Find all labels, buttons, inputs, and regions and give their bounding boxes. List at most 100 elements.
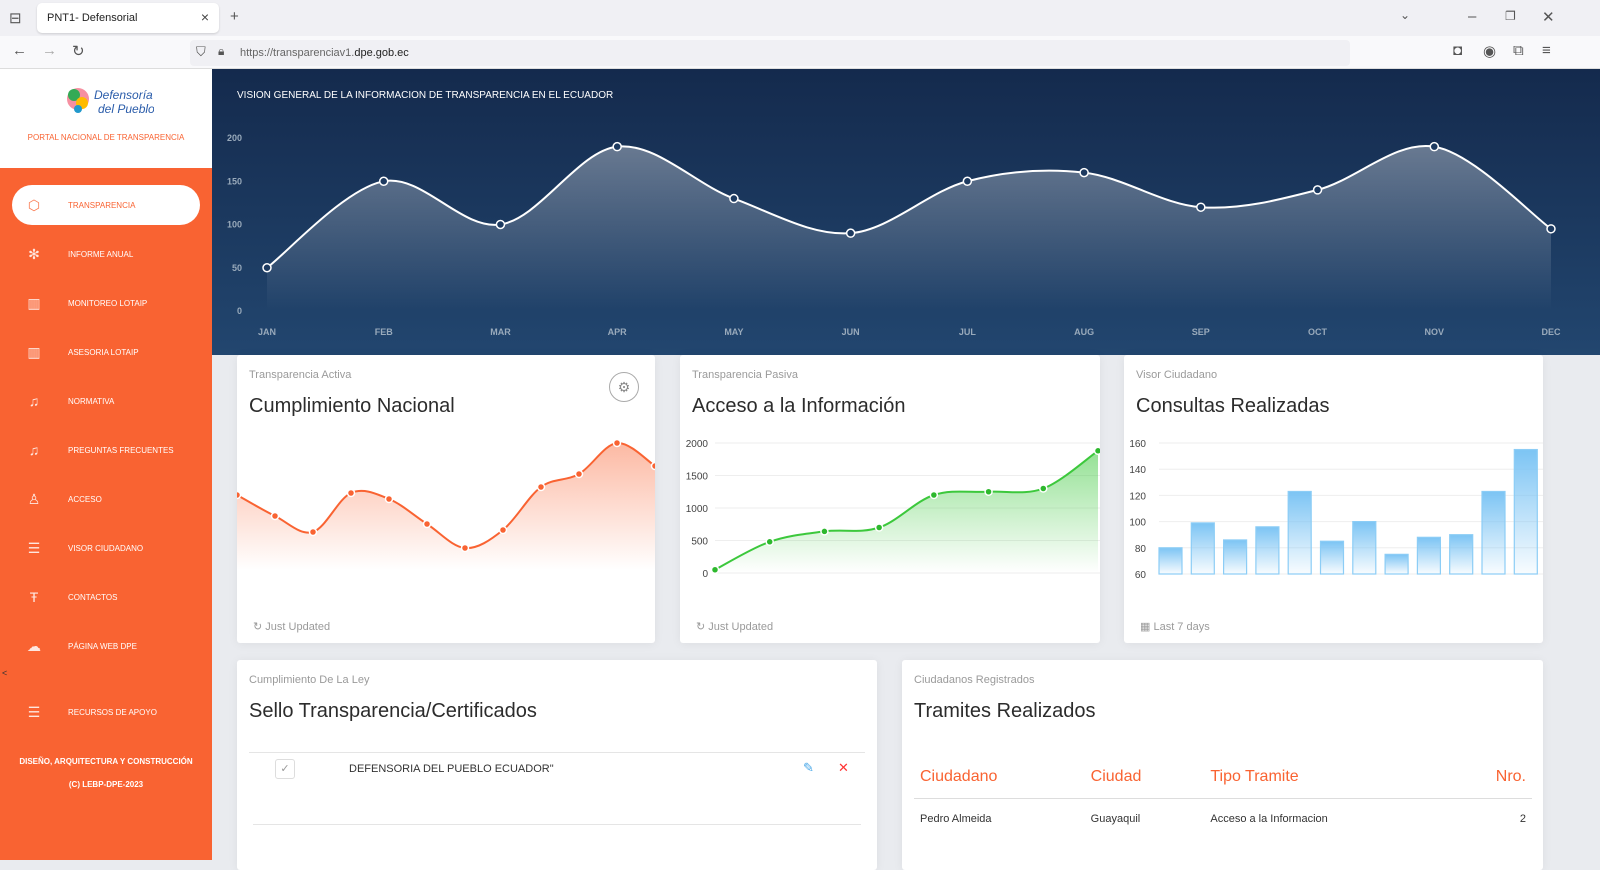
data-point [1079,167,1089,178]
y-tick-label: 60 [1135,570,1147,581]
x-tick-label: APR [608,327,628,337]
task-label: DEFENSORIA DEL PUEBLO ECUADOR" [349,763,554,775]
sidebar-item-visor-ciudadano[interactable]: ☰ VISOR CIUDADANO [12,528,200,568]
footer-copyright: (C) LEBP-DPE-2023 [68,780,144,789]
chevron-down-icon[interactable]: ⌄ [1400,8,1411,22]
sidebar-item-página-web-dpe[interactable]: ☁ PÁGINA WEB DPE [12,626,200,666]
tab-title: PNT1- Defensorial [47,12,138,24]
settings-gear-icon[interactable]: ⚙ [609,372,639,402]
y-tick-label: 120 [1129,491,1146,502]
card-consultas-realizadas: 60 80 100 120 140 160 Visor Ciudadano Consult… [1124,355,1543,643]
sidebar-item-asesoria-lotaip[interactable]: ▥ ASESORIA LOTAIP [12,332,200,372]
bar [1255,526,1280,575]
card-title: Consultas Realizadas [1136,395,1330,417]
user-icon: ♙ [27,490,41,507]
reload-icon[interactable]: ↻ [72,43,85,60]
forward-icon[interactable]: → [42,42,57,59]
svg-text:del Pueblo: del Pueblo [98,102,154,116]
back-icon[interactable]: ← [12,42,27,59]
data-point [384,494,394,504]
cloud-download-icon: ☁ [27,637,41,654]
sidebar-item-label: MONITOREO LOTAIP [68,298,148,308]
sidebar-item-label: TRANSPARENCIA [68,200,136,210]
sidebar-item-label: ACCESO [68,494,102,504]
shield-icon[interactable]: ⛉ [196,44,206,59]
lock-icon[interactable]: 🔒︎ [218,44,225,58]
edit-icon[interactable]: ✎ [803,760,814,775]
bar [1158,547,1183,575]
y-tick-label: 1000 [686,504,709,515]
sidebar-item-preguntas-frecuentes[interactable]: ♫ PREGUNTAS FRECUENTES [12,430,200,470]
close-tab-icon[interactable]: × [200,9,209,25]
url-bar[interactable]: ⛉ 🔒︎ https://transparenciav1.dpe.gob.ec [190,40,1350,66]
bar [1222,539,1248,575]
tab-list-icon[interactable]: ⊟ [9,10,22,27]
map-icon: ▥ [27,343,41,360]
card-cumplimiento-nacional: Transparencia Activa Cumplimiento Nacion… [237,355,655,643]
data-point [984,487,993,496]
column-header[interactable]: Nro. [1451,756,1532,799]
sidebar-item-acceso[interactable]: ♙ ACCESO [12,479,200,519]
browser-tab[interactable]: PNT1- Defensorial × [37,3,219,33]
bar [1513,448,1538,575]
menu-icon[interactable]: ≡ [1542,42,1551,59]
bar [1352,521,1377,575]
logo-area: Defensoría del Pueblo [0,69,212,168]
x-tick-label: OCT [1308,327,1328,337]
defensoria-logo[interactable]: Defensoría del Pueblo [64,81,154,121]
sidebar-item-informe-anual[interactable]: ✻ INFORME ANUAL [12,234,200,274]
column-header[interactable]: Ciudad [1084,756,1205,799]
consultas-chart: 60 80 100 120 140 160 [1129,439,1543,581]
data-point [1039,484,1048,493]
sidebar-item-monitoreo-lotaip[interactable]: ▥ MONITOREO LOTAIP [12,283,200,323]
card-footer: ▦ Last 7 days [1140,620,1210,633]
column-header[interactable]: Tipo Tramite [1204,756,1452,799]
series-line [266,144,1552,269]
data-point [1546,224,1556,234]
card-sello-transparencia: Cumplimiento De La Ley Sello Transparenc… [237,660,877,870]
divider [249,752,865,753]
card-acceso-informacion: 0 500 1000 1500 2000 Transparencia Pasiva Ac… [680,355,1100,643]
bar [1416,536,1441,575]
sidebar-item-label: ASESORIA LOTAIP [68,347,139,357]
sidebar-item-label: VISOR CIUDADANO [68,543,144,553]
bar [1481,490,1506,575]
card-footer: ↻ Just Updated [253,620,330,633]
restore-icon[interactable]: ❐ [1505,9,1516,23]
data-point [498,525,508,535]
x-tick-label: SEP [1192,327,1210,337]
sidebar-item-label: PÁGINA WEB DPE [68,641,137,651]
data-point [612,141,622,152]
sidebar-item-contactos[interactable]: Ŧ CONTACTOS [12,577,200,617]
data-point [346,488,356,498]
y-tick-label: 140 [1129,465,1146,476]
bar [1384,553,1409,575]
x-tick-label: DEC [1541,327,1561,337]
card-category: Transparencia Activa [249,369,352,381]
footer-text: Last 7 days [1153,621,1210,633]
sidebar-item-recursos-de-apoyo[interactable]: ☰ RECURSOS DE APOYO [12,692,200,732]
sidebar-item-label: RECURSOS DE APOYO [68,707,157,717]
delete-icon[interactable]: ✕ [838,760,849,775]
data-point [1312,185,1323,195]
minimize-icon[interactable]: – [1468,8,1477,25]
account-icon[interactable]: ◉ [1483,43,1497,60]
sidebar-item-label: CONTACTOS [68,592,118,602]
data-point [574,469,584,479]
extensions-icon[interactable]: ⧉ [1513,42,1524,59]
close-window-icon[interactable]: ✕ [1542,9,1555,26]
sidebar-item-normativa[interactable]: ♫ NORMATIVA [12,381,200,421]
card-category: Transparencia Pasiva [692,369,798,381]
url-prefix: https://transparenciav1. [240,47,355,59]
card-category: Visor Ciudadano [1136,369,1218,381]
task-checkbox[interactable]: ✓ [275,759,295,779]
sidebar-item-label: PREGUNTAS FRECUENTES [68,445,174,455]
collapse-sidebar-button[interactable]: < [2,668,8,678]
new-tab-icon[interactable]: + [230,8,239,25]
data-point [845,228,856,238]
column-header[interactable]: Ciudadano [914,756,1085,799]
data-point [820,527,829,536]
pocket-icon[interactable]: ◘ [1453,42,1463,59]
table-cell: Acceso a la Informacion [1210,813,1328,825]
sidebar-item-transparencia[interactable]: ⬡ TRANSPARENCIA [12,185,200,225]
